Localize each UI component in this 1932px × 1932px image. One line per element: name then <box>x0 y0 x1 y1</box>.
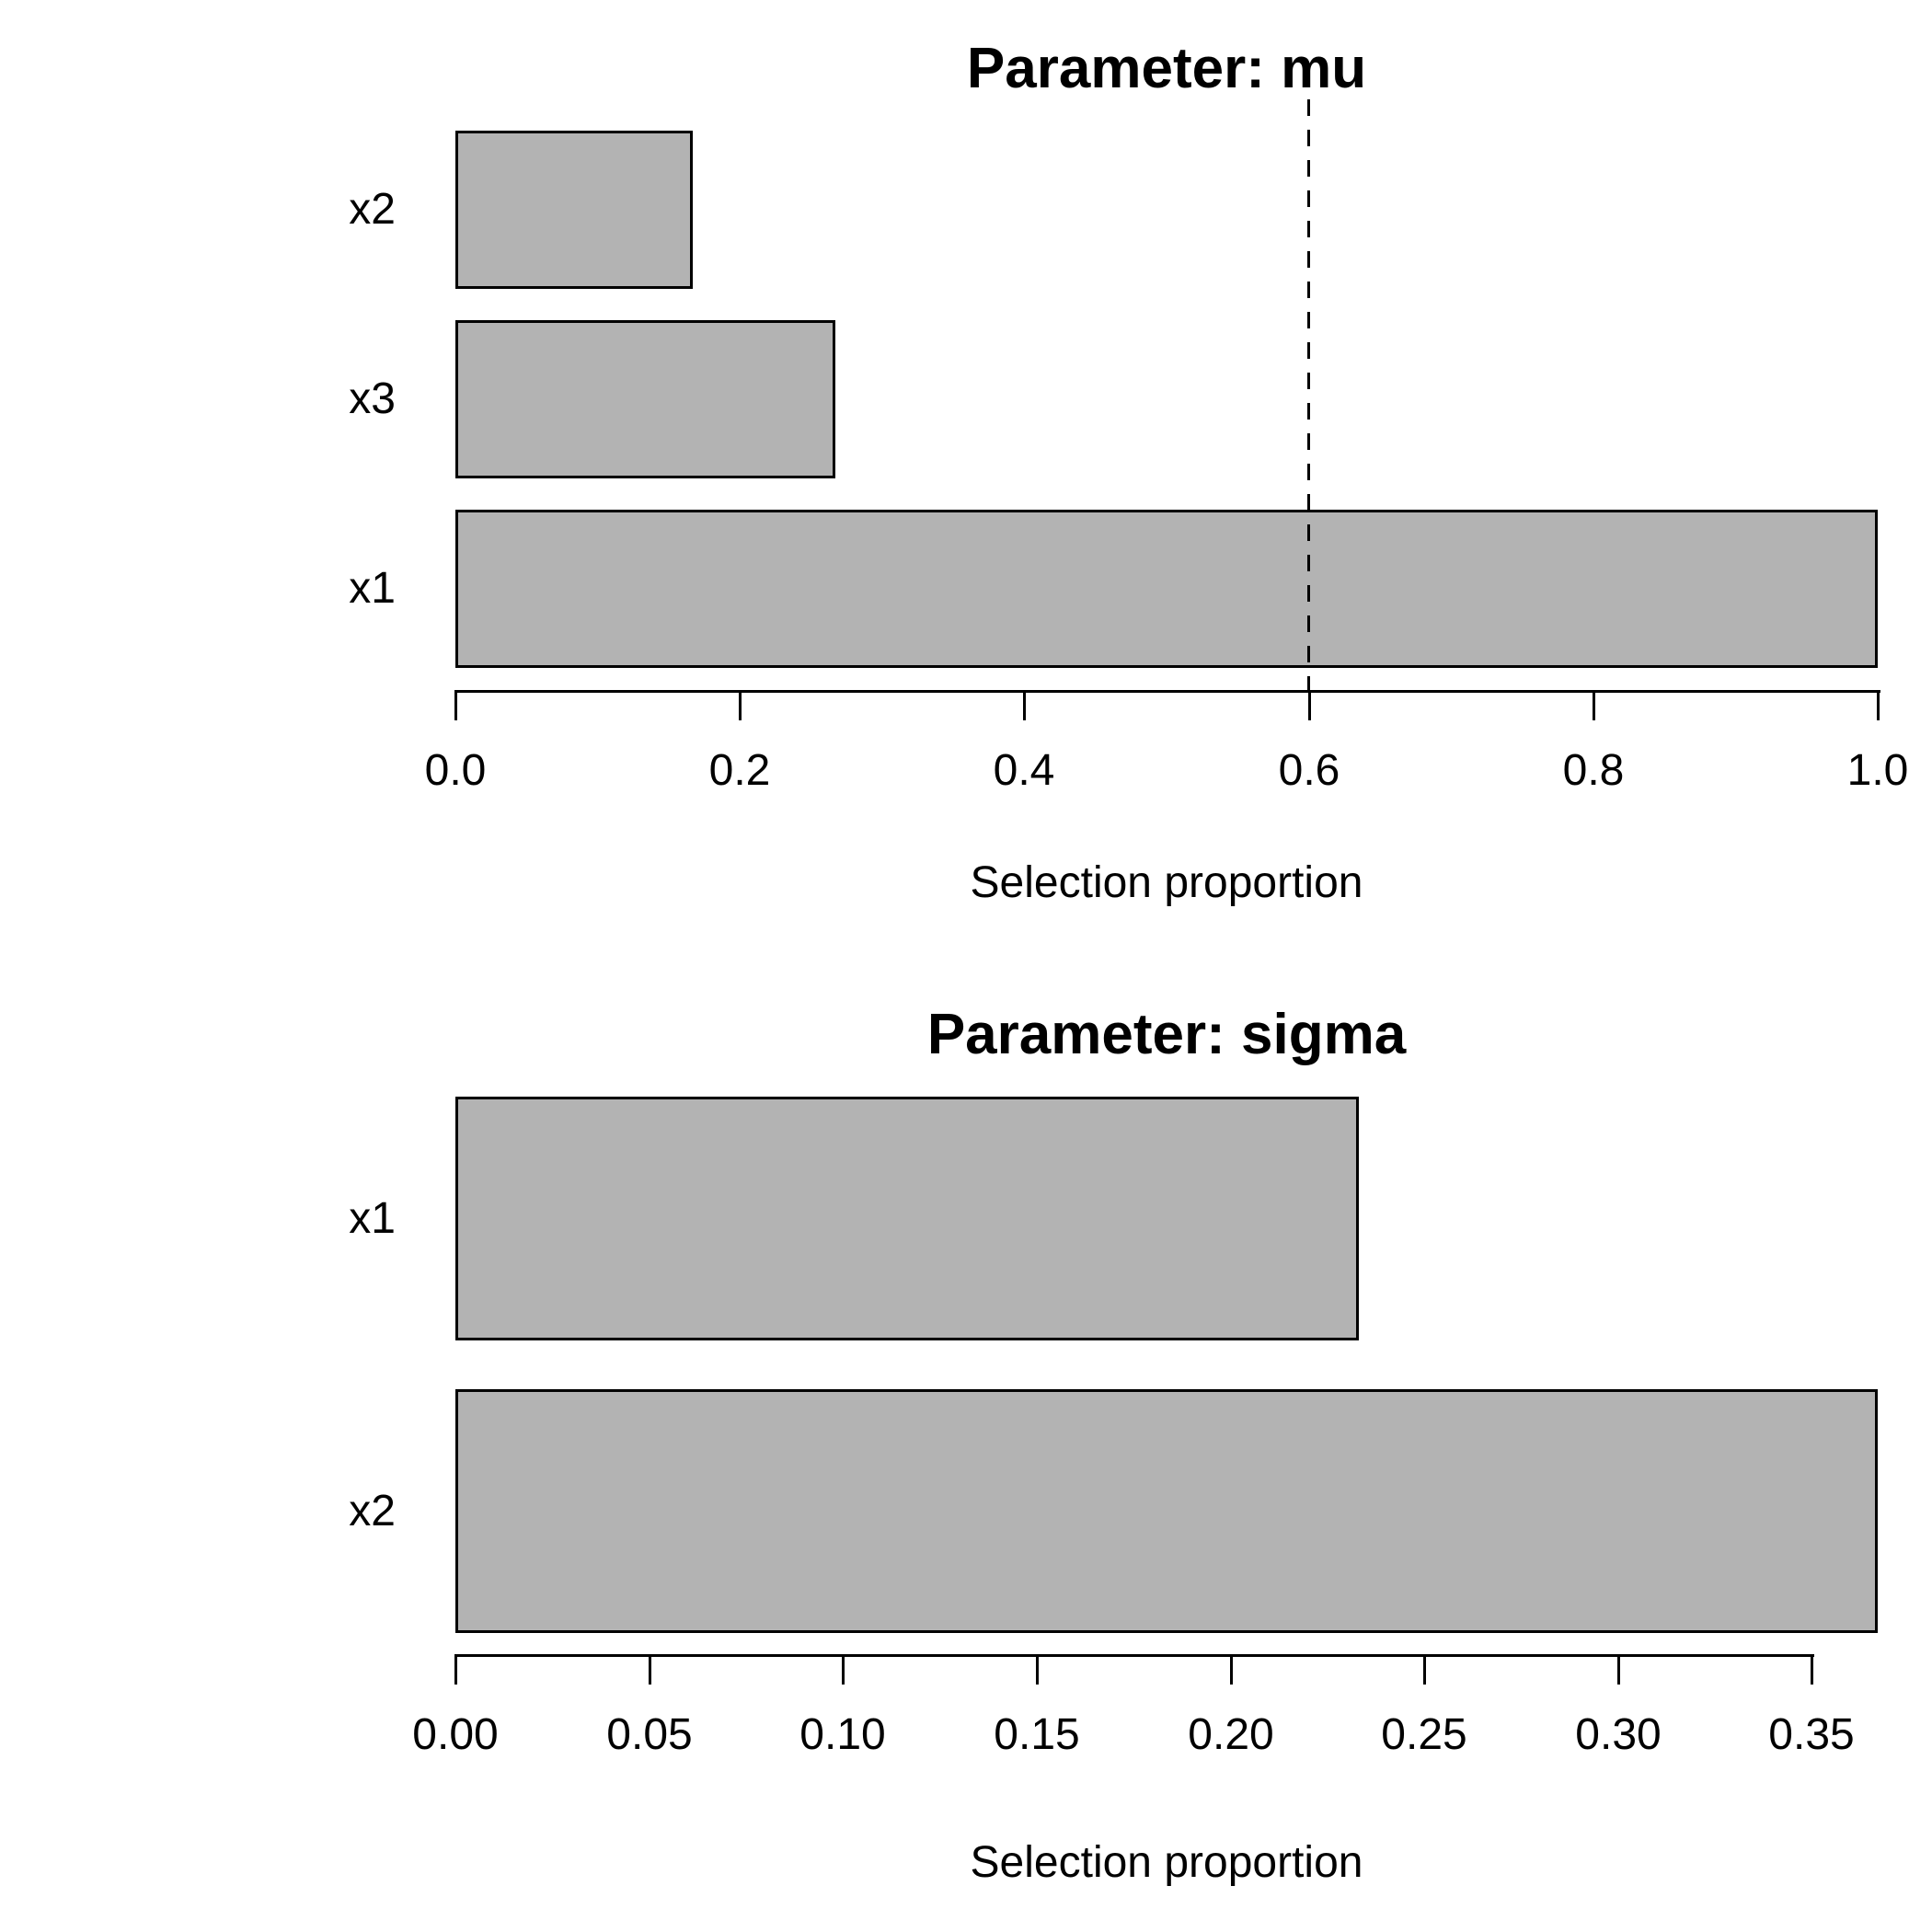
x-axis-tick <box>454 690 457 720</box>
category-label-x1: x1 <box>349 1194 396 1243</box>
x-axis-tick <box>1036 1654 1039 1685</box>
x-axis-tick-label: 0.15 <box>994 1710 1080 1759</box>
x-axis-tick <box>454 1654 457 1685</box>
x-axis-tick-label: 0.2 <box>708 746 771 795</box>
x-axis-tick-label: 0.20 <box>1188 1710 1274 1759</box>
x-axis-tick <box>1308 690 1311 720</box>
x-axis-tick-label: 0.35 <box>1768 1710 1855 1759</box>
bar-x2 <box>455 1389 1878 1633</box>
x-axis-tick <box>1593 690 1595 720</box>
x-axis-tick-label: 0.0 <box>424 746 487 795</box>
bar-x1 <box>455 510 1878 668</box>
x-axis-tick <box>739 690 742 720</box>
x-axis-tick-label: 0.8 <box>1562 746 1625 795</box>
x-axis-tick <box>1230 1654 1233 1685</box>
category-label-x1: x1 <box>349 564 396 613</box>
bar-x1 <box>455 1097 1359 1340</box>
x-axis-line <box>455 1654 1814 1657</box>
x-axis-tick <box>1023 690 1026 720</box>
x-axis-tick <box>842 1654 845 1685</box>
x-axis-tick <box>1423 1654 1426 1685</box>
x-axis-tick-label: 0.30 <box>1575 1710 1662 1759</box>
x-axis-tick <box>1877 690 1880 720</box>
x-axis-tick-label: 1.0 <box>1846 746 1909 795</box>
category-label-x3: x3 <box>349 374 396 423</box>
category-label-x2: x2 <box>349 185 396 234</box>
bar-x2 <box>455 131 693 289</box>
bar-x3 <box>455 320 835 478</box>
x-axis-label-sigma: Selection proportion <box>970 1838 1363 1887</box>
x-axis-label-mu: Selection proportion <box>970 858 1363 907</box>
x-axis-tick-label: 0.00 <box>412 1710 499 1759</box>
threshold-line <box>1307 99 1310 690</box>
x-axis-tick <box>1811 1654 1813 1685</box>
x-axis-tick <box>1617 1654 1620 1685</box>
chart-title-sigma: Parameter: sigma <box>926 1003 1407 1066</box>
chart-title-mu: Parameter: mu <box>966 37 1367 100</box>
category-label-x2: x2 <box>349 1487 396 1535</box>
x-axis-tick-label: 0.6 <box>1278 746 1340 795</box>
x-axis-line <box>455 690 1880 693</box>
x-axis-tick-label: 0.05 <box>606 1710 693 1759</box>
x-axis-tick-label: 0.25 <box>1381 1710 1467 1759</box>
x-axis-tick-label: 0.10 <box>799 1710 886 1759</box>
x-axis-tick <box>649 1654 651 1685</box>
x-axis-tick-label: 0.4 <box>993 746 1055 795</box>
